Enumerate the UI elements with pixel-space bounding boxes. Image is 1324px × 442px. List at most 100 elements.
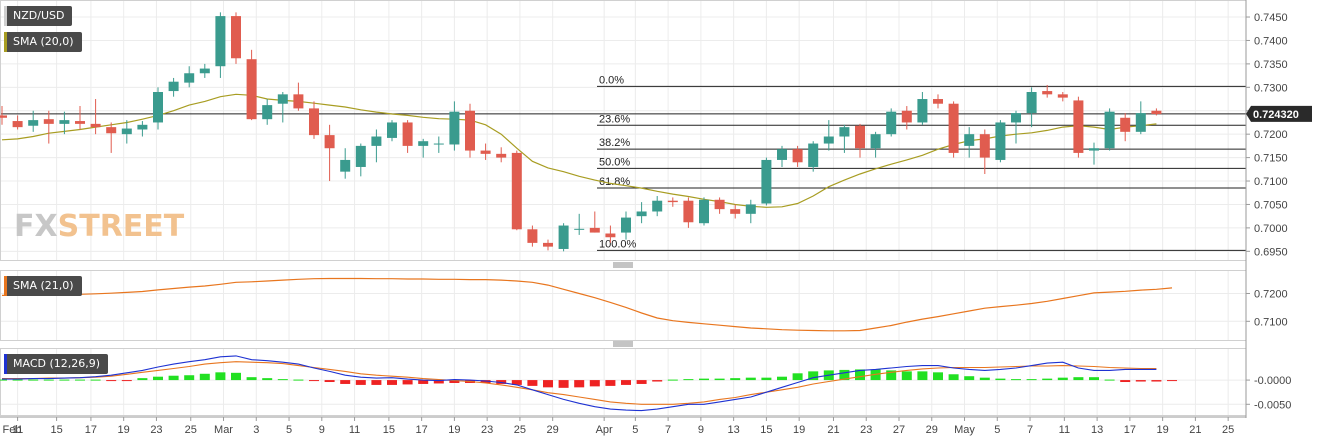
candle-body-24 — [371, 136, 382, 146]
candle-73 — [1135, 101, 1146, 135]
symbol-tag[interactable]: NZD/USD — [4, 6, 73, 26]
y-main-tick-label-8: 0.7050 — [1254, 199, 1288, 211]
macd-hist-46 — [714, 378, 725, 381]
macd-hist-73 — [1135, 380, 1146, 382]
candle-body-53 — [823, 136, 834, 144]
candle-65 — [1011, 110, 1021, 144]
candle-63 — [979, 129, 990, 174]
candle-body-31 — [480, 150, 491, 154]
x-label-24: 19 — [793, 424, 805, 436]
x-label-6: 25 — [185, 424, 197, 436]
candle-24 — [371, 129, 382, 163]
candle-body-33 — [511, 152, 522, 230]
candle-57 — [886, 108, 897, 137]
current-price-badge — [1246, 105, 1312, 122]
macd-hist-0 — [0, 379, 7, 381]
y-main-tick-label-9: 0.7000 — [1254, 223, 1288, 235]
candle-32 — [496, 147, 507, 163]
macd-hist-3 — [43, 379, 54, 381]
macd-label: MACD (12,26,9) — [13, 357, 101, 370]
candle-4 — [59, 111, 70, 135]
macd-hist-35 — [543, 380, 553, 388]
candle-body-28 — [433, 143, 444, 145]
macd-hist-26 — [402, 380, 413, 385]
candle-9 — [137, 121, 148, 137]
candle-47 — [730, 204, 741, 219]
candle-body-58 — [901, 110, 912, 123]
candle-body-16 — [246, 59, 257, 120]
x-label-4: 19 — [118, 424, 130, 436]
y-main-tick-label-3: 0.7300 — [1254, 82, 1288, 94]
candle-body-42 — [652, 200, 663, 212]
candle-49 — [761, 157, 772, 206]
x-label-20: 7 — [665, 424, 671, 436]
macd-hist-11 — [168, 375, 179, 381]
candle-body-49 — [761, 159, 772, 204]
candle-11 — [168, 77, 179, 97]
sma-main-tag[interactable]: SMA (20,0) — [4, 32, 82, 52]
candles — [0, 12, 1162, 252]
macd-hist-23 — [355, 380, 366, 385]
macd-hist-5 — [75, 379, 85, 381]
candle-body-40 — [621, 217, 631, 233]
x-label-36: 21 — [1189, 424, 1201, 436]
candle-14 — [215, 12, 226, 78]
macd-hist-16 — [246, 377, 257, 381]
x-label-33: 13 — [1091, 424, 1103, 436]
candle-10 — [153, 87, 163, 130]
candle-body-45 — [699, 199, 709, 224]
macd-tag[interactable]: MACD (12,26,9) — [4, 354, 109, 374]
candle-body-22 — [340, 159, 351, 172]
candle-3 — [43, 110, 54, 144]
candle-71 — [1104, 108, 1115, 151]
macd-hist-45 — [699, 378, 709, 381]
macd-panel — [0, 355, 1177, 412]
x-label-27: 27 — [893, 424, 905, 436]
candle-31 — [480, 143, 491, 160]
sma-sub-path — [2, 277, 1173, 332]
macd-hist-72 — [1120, 380, 1131, 383]
macd-hist-10 — [153, 376, 163, 381]
macd-hist-74 — [1151, 380, 1162, 382]
x-label-0: Feb — [3, 424, 22, 436]
x-label-34: 17 — [1124, 424, 1136, 436]
candle-body-68 — [1057, 94, 1068, 98]
macd-hist-63 — [979, 377, 990, 381]
candle-body-20 — [309, 108, 319, 136]
candle-53 — [823, 120, 834, 151]
x-label-7: Mar — [214, 424, 233, 436]
panel-frame-sub — [0, 270, 1247, 341]
candle-36 — [558, 223, 569, 252]
candle-12 — [184, 66, 195, 88]
candle-46 — [714, 197, 725, 214]
macd-hist-71 — [1104, 379, 1115, 381]
candle-59 — [917, 92, 928, 125]
x-label-25: 21 — [827, 424, 839, 436]
candle-61 — [948, 101, 959, 158]
x-label-1: 11 — [12, 424, 23, 436]
macd-signal-path — [2, 361, 1157, 405]
candle-body-62 — [964, 134, 975, 146]
y-main-tick-label-2: 0.7350 — [1254, 59, 1288, 71]
candle-43 — [667, 197, 678, 207]
macd-hist-70 — [1089, 377, 1099, 381]
candle-body-48 — [745, 204, 756, 214]
macd-hist-57 — [886, 370, 897, 381]
macd-hist-41 — [636, 380, 647, 384]
x-label-26: 23 — [860, 424, 872, 436]
sma-sub-tag[interactable]: SMA (21,0) — [4, 276, 82, 296]
candle-42 — [652, 196, 663, 217]
sma-main-line — [1, 93, 1157, 208]
candle-body-60 — [933, 99, 943, 104]
macd-hist-27 — [418, 380, 429, 384]
candle-41 — [636, 202, 647, 224]
macd-hist-33 — [511, 380, 522, 385]
macd-hist-66 — [1026, 379, 1037, 381]
candle-body-15 — [231, 16, 241, 59]
candle-body-10 — [153, 92, 163, 123]
candle-body-3 — [43, 119, 54, 124]
sma-sub-color-bar — [4, 276, 7, 296]
candle-body-14 — [215, 16, 226, 67]
fib-label-1: 23.6% — [599, 113, 630, 125]
